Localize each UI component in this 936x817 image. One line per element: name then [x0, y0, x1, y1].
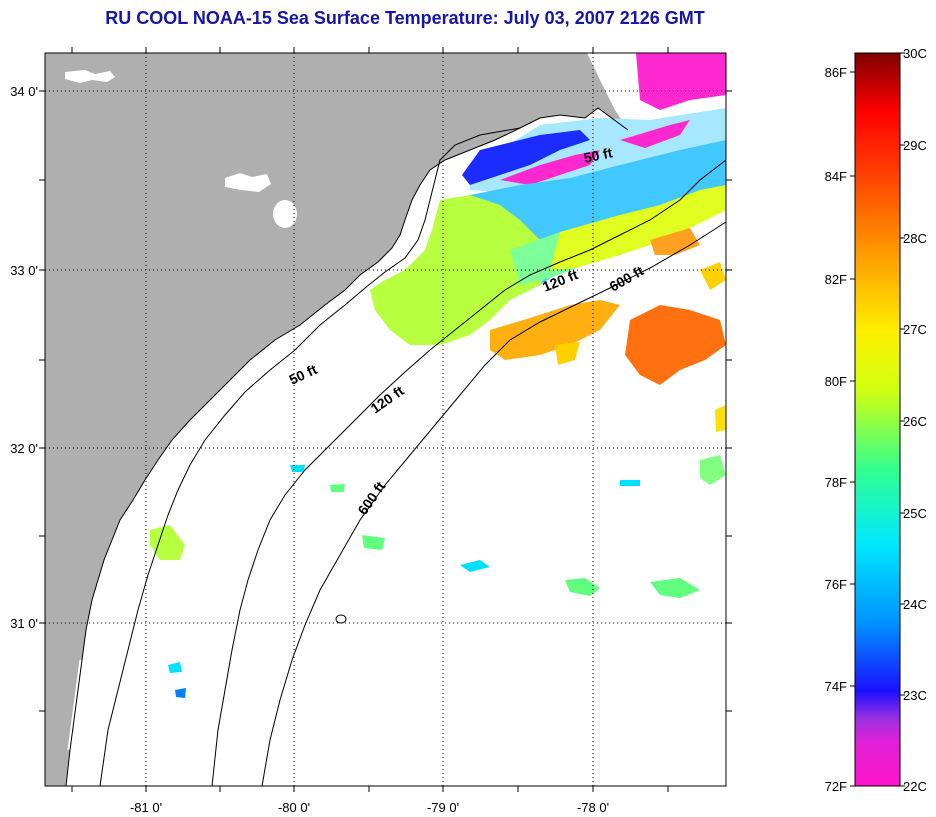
- colorbar-f-label: 76F: [825, 577, 847, 592]
- colorbar: [854, 52, 901, 787]
- map-frame: [44, 52, 727, 787]
- colorbar-c-label: 26C: [903, 414, 927, 429]
- lon-label: -80 0': [278, 800, 310, 815]
- gridlines: [45, 53, 726, 786]
- lat-label: 32 0': [10, 441, 38, 456]
- coastline: [65, 107, 629, 787]
- contour-label: 50 ft: [582, 144, 614, 166]
- lon-label: -78 0': [577, 800, 609, 815]
- lon-label: -79 0': [427, 800, 459, 815]
- lake: [65, 70, 115, 83]
- colorbar-ticks: [850, 52, 905, 787]
- colorbar-c-label: 24C: [903, 597, 927, 612]
- colorbar-f-label: 80F: [825, 374, 847, 389]
- colorbar-c-label: 30C: [903, 46, 927, 61]
- colorbar-f-label: 84F: [825, 169, 847, 184]
- axis-ticks: [39, 47, 732, 792]
- lake: [273, 200, 297, 228]
- lat-label: 34 0': [10, 84, 38, 99]
- lat-label: 33 0': [10, 263, 38, 278]
- colorbar-c-label: 22C: [903, 779, 927, 794]
- contour-120ft: [211, 159, 727, 787]
- map-title: RU COOL NOAA-15 Sea Surface Temperature:…: [105, 8, 705, 28]
- lake: [225, 173, 271, 192]
- contour-50ft: [99, 127, 521, 787]
- lon-label: -81 0': [130, 800, 162, 815]
- land-mass: [45, 53, 628, 786]
- colorbar-c-label: 25C: [903, 506, 927, 521]
- lat-label: 31 0': [10, 616, 38, 631]
- colorbar-f-label: 74F: [825, 679, 847, 694]
- colorbar-c-label: 28C: [903, 231, 927, 246]
- colorbar-f-label: 78F: [825, 475, 847, 490]
- contour-600ft: [261, 221, 727, 787]
- colorbar-c-label: 23C: [903, 688, 927, 703]
- colorbar-c-label: 27C: [903, 322, 927, 337]
- colorbar-f-label: 86F: [825, 65, 847, 80]
- colorbar-f-label: 82F: [825, 272, 847, 287]
- colorbar-f-label: 72F: [825, 779, 847, 794]
- sst-patches: [150, 53, 726, 698]
- colorbar-c-label: 29C: [903, 138, 927, 153]
